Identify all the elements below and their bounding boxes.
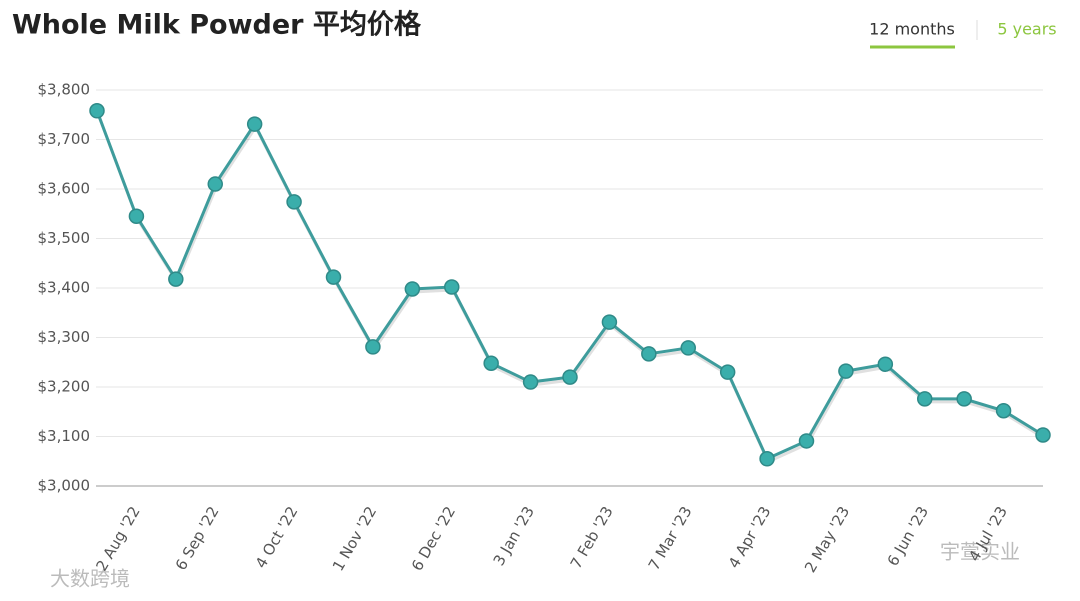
marker [719,364,736,380]
marker [680,340,696,356]
marker [995,403,1012,419]
x-tick-label: 4 Apr '23 [725,503,775,571]
y-tick-label: $3,300 [38,328,91,346]
marker [956,391,972,407]
marker [246,116,263,132]
marker [641,346,657,362]
marker [168,271,184,287]
y-tick-label: $3,000 [38,477,91,495]
y-tick-label: $3,200 [38,378,91,396]
marker [917,391,933,407]
marker [1035,427,1051,443]
marker [89,103,105,119]
marker [325,269,342,285]
marker [483,355,499,371]
x-tick-label: 2 May '23 [801,503,853,575]
x-tick-label: 2 Aug '22 [92,503,143,574]
x-tick-label: 1 Nov '22 [329,503,380,574]
marker [877,356,894,372]
marker [759,451,775,467]
x-tick-label: 4 Oct '22 [252,503,302,571]
x-tick-label: 6 Jun '23 [884,503,932,569]
marker [798,433,815,449]
y-tick-label: $3,800 [38,81,91,99]
marker [365,339,381,355]
tab[interactable]: 12 months [869,20,955,39]
x-tick-label: 3 Jan '23 [490,503,538,569]
marker [601,314,618,330]
y-tick-label: $3,600 [38,180,91,198]
marker [128,208,145,224]
marker [444,279,460,295]
x-tick-label: 6 Dec '22 [408,503,459,574]
tab[interactable]: 5 years [997,20,1056,39]
marker [562,369,578,385]
x-tick-label: 7 Feb '23 [567,503,617,572]
marker [286,194,302,210]
marker [404,281,421,297]
watermark: 宇萱实业 [940,540,1020,564]
watermark: 大数跨境 [50,567,130,591]
y-tick-label: $3,100 [38,427,91,445]
line [95,110,1044,461]
y-tick-label: $3,400 [38,279,91,297]
marker [522,374,539,390]
chart-title: Whole Milk Powder 平均价格 [12,10,422,41]
y-tick-label: $3,500 [38,229,91,247]
x-tick-label: 6 Sep '22 [172,503,223,573]
marker [838,363,854,379]
marker [207,176,223,192]
y-tick-label: $3,700 [38,130,91,148]
x-tick-label: 7 Mar '23 [645,503,696,573]
